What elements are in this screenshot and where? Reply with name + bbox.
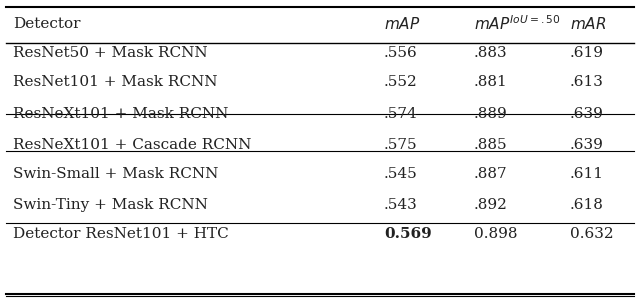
- Text: Detector: Detector: [13, 17, 80, 31]
- Text: .887: .887: [474, 167, 508, 181]
- Text: 0.569: 0.569: [384, 227, 432, 241]
- Text: Detector ResNet101 + HTC: Detector ResNet101 + HTC: [13, 227, 228, 241]
- Text: $mAP^{IoU=.50}$: $mAP^{IoU=.50}$: [474, 15, 560, 33]
- Text: .639: .639: [570, 138, 604, 152]
- Text: ResNet101 + Mask RCNN: ResNet101 + Mask RCNN: [13, 75, 218, 89]
- Text: Swin-Tiny + Mask RCNN: Swin-Tiny + Mask RCNN: [13, 198, 207, 213]
- Text: 0.632: 0.632: [570, 227, 613, 241]
- Text: .619: .619: [570, 46, 604, 61]
- Text: .611: .611: [570, 167, 604, 181]
- Text: .574: .574: [384, 107, 418, 121]
- Text: 0.898: 0.898: [474, 227, 517, 241]
- Text: ResNet50 + Mask RCNN: ResNet50 + Mask RCNN: [13, 46, 207, 61]
- Text: $mAR$: $mAR$: [570, 16, 606, 32]
- Text: .613: .613: [570, 75, 604, 89]
- Text: .618: .618: [570, 198, 604, 213]
- Text: Swin-Small + Mask RCNN: Swin-Small + Mask RCNN: [13, 167, 218, 181]
- Text: ResNeXt101 + Mask RCNN: ResNeXt101 + Mask RCNN: [13, 107, 228, 121]
- Text: .575: .575: [384, 138, 418, 152]
- Text: .639: .639: [570, 107, 604, 121]
- Text: .885: .885: [474, 138, 508, 152]
- Text: .883: .883: [474, 46, 508, 61]
- Text: $mAP$: $mAP$: [384, 16, 420, 32]
- Text: .889: .889: [474, 107, 508, 121]
- Text: ResNeXt101 + Cascade RCNN: ResNeXt101 + Cascade RCNN: [13, 138, 251, 152]
- Text: .543: .543: [384, 198, 418, 213]
- Text: .552: .552: [384, 75, 418, 89]
- Text: .556: .556: [384, 46, 418, 61]
- Text: .881: .881: [474, 75, 508, 89]
- Text: .545: .545: [384, 167, 418, 181]
- Text: .892: .892: [474, 198, 508, 213]
